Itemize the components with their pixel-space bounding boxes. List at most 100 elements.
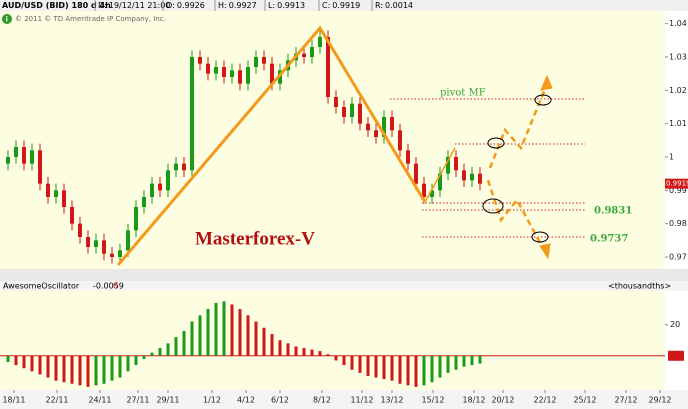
candle-body [214, 67, 218, 74]
bar [54, 355, 58, 381]
bar [142, 355, 146, 359]
y-tick-label: 0.97 [669, 253, 687, 262]
bar [358, 355, 362, 373]
info-icon[interactable] [2, 14, 12, 24]
price-axis [665, 11, 688, 269]
y-tick-label: 1.02 [669, 86, 687, 95]
bar [6, 355, 10, 362]
bar [398, 355, 402, 384]
price-tag [665, 178, 688, 189]
bar [62, 355, 66, 383]
bar [182, 330, 186, 356]
bar [310, 349, 314, 356]
field-value: 19/12/11 21:00 [109, 1, 171, 10]
x-tick-label: 29/11 [156, 396, 179, 405]
zero-tag [668, 350, 684, 361]
bar [286, 343, 290, 356]
marks [482, 94, 552, 243]
arrow-head [539, 243, 551, 260]
candle-body [126, 230, 130, 251]
bar [422, 355, 426, 386]
bar [94, 355, 98, 386]
wave-lines [116, 25, 553, 266]
bar [470, 355, 474, 366]
x-tick-label: 22/12 [533, 396, 556, 405]
bar [390, 355, 394, 381]
candle-body [358, 103, 362, 124]
bar [102, 355, 106, 384]
field-label: D: [98, 1, 107, 10]
price-plot: 0.97 0.98 0.99 1 1.01 1.02 1.03 1.04 0.9919 [6, 19, 688, 264]
bar [462, 355, 466, 367]
scenario-up [488, 83, 549, 169]
y-tick-label: 1.04 [669, 19, 687, 28]
candle-body [142, 197, 146, 207]
field-label: H: [218, 1, 227, 10]
osc-panel [0, 291, 665, 390]
bar [318, 351, 322, 356]
bar [406, 355, 410, 386]
brand: Masterforex-V [195, 228, 315, 249]
bar [70, 355, 74, 384]
candle-body [38, 150, 42, 184]
bar [166, 343, 170, 356]
bar [38, 355, 42, 375]
levels [390, 98, 585, 238]
x-tick-label: 24/11 [88, 396, 111, 405]
candle-body [86, 237, 90, 247]
candle-body [150, 183, 154, 197]
x-tick-label: 20/12 [491, 396, 514, 405]
candle-body [70, 207, 74, 224]
y-tick-label: 1 [669, 153, 674, 162]
candle-body [334, 97, 338, 107]
candle-body [422, 183, 426, 197]
x-tick-label: 29/12 [648, 396, 671, 405]
candle-body [382, 117, 386, 137]
field-value: 0.9927 [229, 1, 257, 10]
separator [0, 269, 688, 281]
bar [430, 355, 434, 383]
y-tick-label: 0.98 [669, 219, 687, 228]
candle-body [398, 130, 402, 151]
candle-body [270, 63, 274, 84]
bar [46, 355, 50, 378]
osc-current: -0.0059 [93, 282, 124, 291]
candle-body [198, 57, 202, 64]
candle-body [174, 163, 178, 171]
bar [254, 321, 258, 356]
field-value: 0.9926 [177, 1, 205, 10]
candle-body [158, 183, 162, 191]
bar [214, 302, 218, 356]
candle-body [374, 130, 378, 137]
candle-body [438, 173, 442, 191]
bar [174, 337, 178, 356]
candle-body [190, 57, 194, 171]
x-tick-label: 8/12 [313, 396, 331, 405]
x-tick-label: 25/12 [573, 396, 596, 405]
field-value: 0.0014 [385, 1, 413, 10]
y-tick-label: 1.01 [669, 119, 687, 128]
field-value: 0.9919 [332, 1, 360, 10]
x-tick-label: 27/12 [614, 396, 637, 405]
y-tick-label: 1.03 [669, 53, 687, 62]
candle-body [406, 150, 410, 164]
bar [270, 334, 274, 356]
bar [326, 354, 330, 356]
ellipse [487, 137, 505, 149]
x-axis-labels: 18/11 22/11 24/11 27/11 29/11 1/12 4/12 6/12 8/1… [2, 390, 672, 405]
candle-body [302, 53, 306, 57]
candle-body [14, 147, 18, 157]
candle-body [230, 70, 234, 77]
bar [294, 346, 298, 356]
bar [78, 355, 82, 386]
bar [14, 355, 18, 366]
field-label: O: [166, 1, 175, 10]
candle-body [430, 190, 434, 197]
candle-body [254, 57, 258, 67]
x-tick-label: 27/11 [126, 396, 149, 405]
arrow-head [540, 74, 553, 91]
bar [350, 355, 354, 370]
bar [478, 355, 482, 364]
bar [134, 355, 138, 366]
